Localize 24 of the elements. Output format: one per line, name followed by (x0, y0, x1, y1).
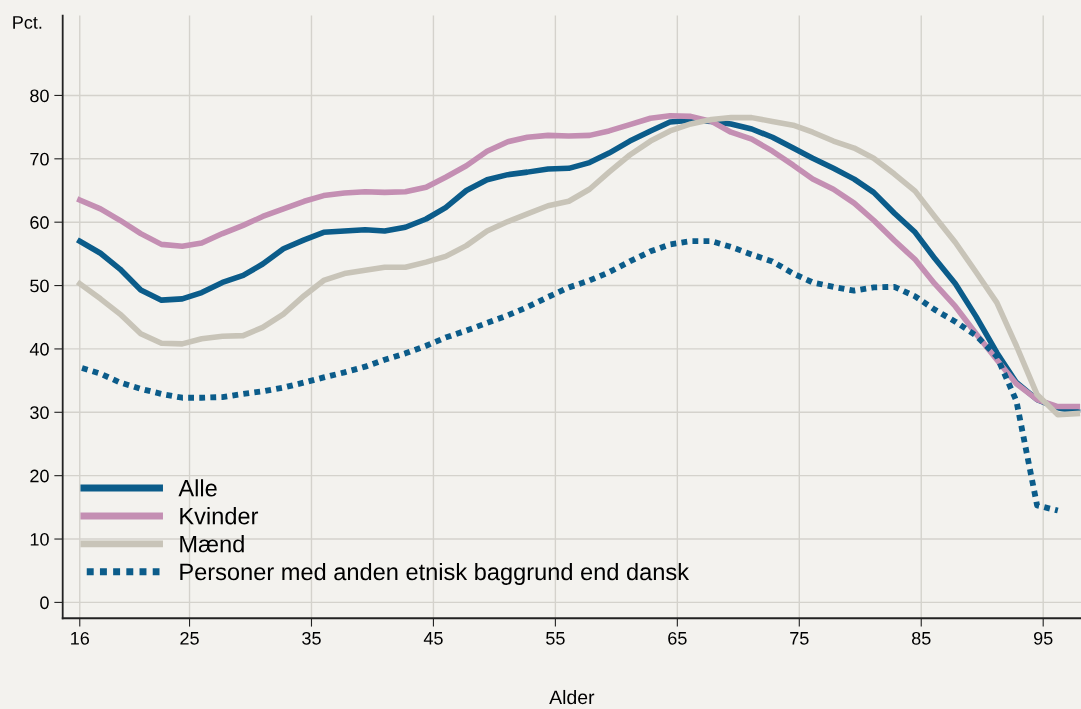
x-tick-label: 16 (71, 631, 90, 645)
y-tick-label: 60 (30, 216, 49, 229)
y-tick-label: 80 (30, 89, 49, 103)
x-axis-title: Alder (549, 689, 595, 705)
y-tick-label: 30 (30, 406, 49, 420)
x-tick-label: 35 (302, 631, 321, 645)
x-tick-label: 95 (1034, 631, 1053, 645)
legend-label: Personer med anden etnisk baggrund end dansk (180, 562, 690, 585)
y-tick-label: 0 (40, 596, 49, 610)
y-tick-label: 50 (30, 279, 49, 293)
x-tick-label: 45 (423, 632, 443, 645)
x-tick-label: 55 (546, 632, 565, 645)
y-tick-label: 70 (30, 152, 49, 166)
x-tick-label: 75 (790, 632, 809, 645)
legend-label: Alle (178, 479, 217, 497)
x-tick-label: 25 (180, 631, 199, 645)
x-tick-label: 65 (668, 631, 687, 645)
y-tick-label: 40 (29, 342, 49, 356)
legend-label: Kvinder (180, 507, 259, 525)
y-axis-title: Pct. (13, 16, 42, 29)
y-tick-label: 20 (30, 469, 49, 483)
x-tick-label: 85 (911, 631, 931, 645)
y-tick-label: 10 (30, 532, 49, 546)
legend-label: Mænd (180, 535, 244, 553)
